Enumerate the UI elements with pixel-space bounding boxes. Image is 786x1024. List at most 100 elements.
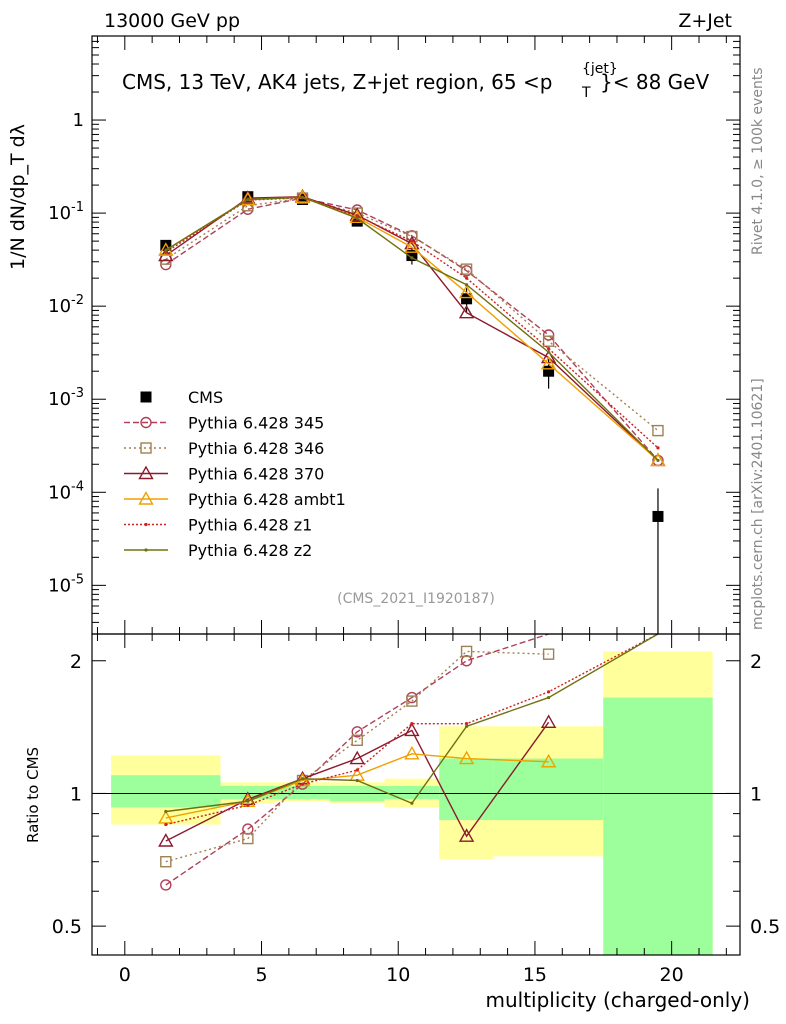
data-point: [542, 335, 555, 347]
ratio-point: [351, 734, 363, 746]
ratio-y-tick-label: 0.5: [52, 916, 82, 938]
ratio-point: [164, 809, 168, 814]
data-point: [652, 424, 664, 437]
ratio-band-inner: [384, 785, 440, 800]
ratio-point: [540, 714, 557, 729]
series-pythia-6-428-z2: [164, 195, 660, 463]
plot-title-tail: }< 88 GeV: [600, 70, 709, 94]
data-point: [547, 346, 551, 351]
mcplots-label: mcplots.cern.ch [arXiv:2401.10621]: [750, 378, 766, 630]
ratio-point: [164, 822, 168, 827]
y-axis-label-top-text: 1/N dN/dp_T dλ: [7, 124, 29, 270]
data-point: [652, 510, 664, 522]
ratio-y-tick-label-right: 1: [750, 783, 762, 805]
series-line: [165, 196, 659, 461]
x-tick-label: 15: [523, 964, 547, 986]
data-point: [164, 248, 168, 252]
ratio-point: [458, 828, 475, 842]
ratio-point: [160, 879, 172, 891]
ratio-point: [464, 722, 469, 726]
ratio-point: [242, 832, 254, 845]
ratio-point: [406, 695, 418, 707]
legend-marker: [138, 491, 154, 505]
ratio-point: [410, 801, 414, 805]
ratio-series-pythia-6-428-z2: [164, 633, 659, 814]
plot-title: CMS, 13 TeV, AK4 jets, Z+jet region, 65 …: [122, 61, 709, 101]
data-point: [351, 215, 363, 227]
ratio-uncertainty-bands: [111, 651, 713, 955]
data-point: [406, 250, 418, 262]
ratio-series-line: [165, 650, 549, 863]
data-point: [656, 446, 660, 450]
ratio-panel-series: [158, 633, 659, 891]
legend-item: CMS: [140, 388, 223, 407]
ratio-y-tick-label-right: 0.5: [750, 916, 780, 938]
y-tick-label: 10-3: [48, 386, 84, 410]
data-point: [297, 194, 309, 206]
legend-marker: [144, 548, 148, 552]
data-point: [656, 458, 660, 463]
ratio-point: [542, 648, 555, 660]
ratio-point: [160, 856, 172, 868]
ratio-y-tick-label-right: 2: [750, 651, 762, 673]
data-point: [242, 191, 254, 203]
data-point: [458, 304, 475, 319]
ratio-point: [300, 777, 305, 781]
ratio-point: [404, 722, 420, 737]
ratio-y-tick-label: 2: [70, 651, 82, 673]
top-panel-axes: 1 10-1 10-2 10-3 10-4 10-5: [48, 35, 740, 635]
y-axis-label-bottom: Ratio to CMS: [24, 747, 42, 843]
x-tick-label: 20: [660, 964, 684, 986]
ratio-point: [547, 695, 551, 700]
ratio-point: [540, 753, 557, 768]
ratio-point: [246, 799, 250, 803]
data-point: [160, 239, 172, 251]
top-panel-series: [158, 188, 666, 634]
legend-item: Pythia 6.428 z1: [124, 516, 312, 535]
data-point: [650, 452, 666, 467]
data-point: [458, 284, 475, 299]
legend-label: Pythia 6.428 z2: [188, 541, 312, 560]
data-point: [246, 197, 250, 202]
top-left-label: 13000 GeV pp: [104, 10, 240, 32]
legend-label: Pythia 6.428 ambt1: [188, 490, 346, 509]
ratio-point: [300, 782, 305, 786]
ratio-point: [246, 803, 250, 807]
ratio-point: [410, 722, 414, 726]
legend-label: Pythia 6.428 345: [188, 414, 324, 433]
legend-label: Pythia 6.428 346: [188, 439, 324, 458]
series-line: [165, 197, 659, 461]
ratio-band-inner: [493, 758, 604, 821]
data-point: [355, 214, 359, 218]
data-point: [404, 239, 420, 253]
legend-item: Pythia 6.428 345: [124, 414, 324, 433]
series-pythia-6-428-z1: [164, 196, 660, 450]
x-tick-label: 5: [255, 964, 267, 986]
ratio-point: [355, 778, 359, 783]
ratio-point: [349, 750, 365, 765]
y-tick-label: 10-4: [48, 479, 84, 503]
plot-title-superscript: {jet}: [582, 61, 618, 77]
plot-title-main: CMS, 13 TeV, AK4 jets, Z+jet region, 65 …: [122, 70, 552, 94]
legend-label: Pythia 6.428 370: [188, 465, 324, 484]
ratio-point: [355, 768, 359, 772]
panel-frames: [91, 35, 741, 956]
data-point: [464, 283, 469, 287]
rivet-version-label: Rivet 4.1.0, ≥ 100k events: [750, 67, 766, 255]
ratio-point: [460, 645, 473, 658]
x-axis-label: multiplicity (charged-only): [485, 988, 750, 1012]
legend-marker: [140, 391, 152, 403]
legend-label: CMS: [188, 388, 223, 407]
legend-item: Pythia 6.428 346: [124, 439, 324, 458]
legend-item: Pythia 6.428 ambt1: [124, 490, 346, 509]
y-tick-label: 10-5: [48, 572, 84, 596]
series-line: [165, 197, 659, 449]
ratio-series-pythia-6-428-z1: [164, 633, 659, 827]
series-line: [165, 196, 659, 461]
ratio-point: [351, 726, 363, 738]
data-point: [460, 263, 473, 275]
x-tick-label: 0: [119, 964, 131, 986]
ratio-point: [404, 745, 420, 760]
y-tick-label: 1: [73, 110, 84, 131]
